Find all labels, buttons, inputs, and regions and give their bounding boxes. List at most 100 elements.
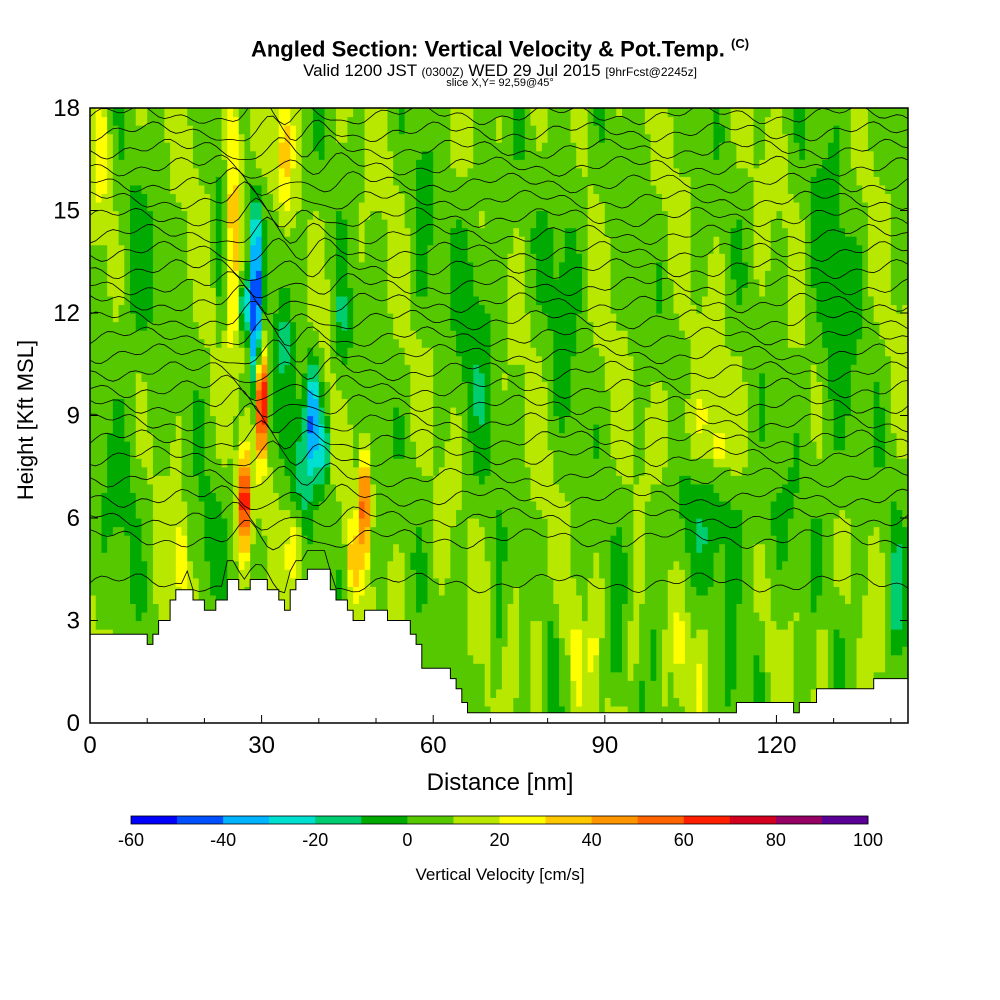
- velocity-cell: [404, 483, 411, 493]
- velocity-cell: [438, 483, 446, 493]
- velocity-cell: [261, 133, 268, 143]
- velocity-cell: [353, 125, 360, 135]
- velocity-cell: [187, 560, 194, 570]
- velocity-cell: [295, 270, 303, 280]
- velocity-cell: [227, 466, 234, 476]
- velocity-cell: [141, 287, 148, 297]
- velocity-cell: [404, 518, 411, 528]
- velocity-cell: [335, 236, 343, 246]
- velocity-cell: [427, 586, 434, 596]
- velocity-cell: [313, 347, 320, 357]
- velocity-cell: [124, 406, 131, 417]
- velocity-cell: [278, 381, 286, 391]
- velocity-cell: [278, 569, 286, 579]
- velocity-cell: [427, 526, 434, 536]
- velocity-cell: [387, 116, 394, 126]
- velocity-cell: [181, 441, 188, 451]
- velocity-cell: [444, 475, 451, 485]
- velocity-cell: [141, 381, 148, 391]
- velocity-cell: [416, 509, 423, 519]
- velocity-cell: [164, 415, 171, 425]
- velocity-cell: [433, 236, 440, 246]
- velocity-cell: [473, 406, 480, 417]
- velocity-cell: [478, 552, 486, 562]
- velocity-cell: [478, 389, 486, 400]
- velocity-cell: [101, 483, 108, 493]
- velocity-cell: [467, 500, 474, 511]
- velocity-cell: [433, 577, 440, 587]
- velocity-cell: [198, 389, 206, 400]
- velocity-cell: [370, 500, 377, 511]
- velocity-cell: [101, 210, 108, 220]
- velocity-cell: [95, 518, 103, 528]
- velocity-cell: [204, 535, 211, 545]
- velocity-cell: [147, 389, 154, 400]
- velocity-cell: [278, 227, 286, 237]
- velocity-cell: [118, 449, 125, 459]
- velocity-cell: [376, 125, 383, 135]
- velocity-cell: [398, 313, 406, 323]
- velocity-cell: [118, 381, 125, 391]
- velocity-cell: [135, 586, 143, 596]
- velocity-cell: [335, 526, 343, 536]
- velocity-cell: [478, 381, 486, 391]
- velocity-cell: [130, 364, 137, 374]
- velocity-cell: [95, 526, 103, 536]
- velocity-cell: [278, 424, 286, 434]
- velocity-cell: [90, 355, 97, 365]
- velocity-cell: [175, 261, 183, 271]
- velocity-cell: [444, 295, 451, 306]
- velocity-cell: [130, 261, 137, 271]
- velocity-cell: [261, 253, 268, 263]
- velocity-cell: [210, 603, 217, 613]
- velocity-cell: [107, 389, 114, 400]
- velocity-cell: [347, 424, 354, 434]
- velocity-cell: [284, 560, 291, 570]
- velocity-cell: [250, 321, 257, 331]
- velocity-cell: [107, 159, 114, 169]
- velocity-cell: [278, 449, 286, 459]
- velocity-cell: [358, 535, 366, 545]
- velocity-cell: [473, 338, 480, 348]
- velocity-cell: [410, 629, 417, 639]
- velocity-cell: [313, 381, 320, 391]
- velocity-cell: [387, 167, 394, 177]
- velocity-cell: [335, 116, 343, 126]
- velocity-cell: [456, 654, 463, 664]
- velocity-cell: [233, 125, 240, 135]
- velocity-cell: [221, 125, 228, 135]
- velocity-cell: [387, 586, 394, 596]
- velocity-cell: [313, 535, 320, 545]
- velocity-cell: [410, 594, 417, 605]
- velocity-cell: [444, 381, 451, 391]
- velocity-cell: [192, 321, 200, 331]
- velocity-cell: [250, 244, 257, 254]
- velocity-cell: [347, 227, 354, 237]
- velocity-cell: [376, 449, 383, 459]
- velocity-cell: [175, 338, 183, 348]
- velocity-cell: [404, 509, 411, 519]
- velocity-cell: [478, 116, 486, 126]
- velocity-cell: [347, 236, 354, 246]
- velocity-cell: [427, 159, 434, 169]
- velocity-cell: [444, 586, 451, 596]
- velocity-cell: [198, 313, 206, 323]
- velocity-cell: [107, 432, 114, 442]
- velocity-cell: [410, 526, 417, 536]
- velocity-cell: [147, 560, 154, 570]
- velocity-cell: [381, 381, 389, 391]
- velocity-cell: [330, 458, 337, 468]
- velocity-cell: [90, 321, 97, 331]
- velocity-cell: [255, 201, 263, 212]
- velocity-cell: [398, 594, 406, 605]
- velocity-cell: [307, 364, 314, 374]
- velocity-cell: [255, 176, 263, 186]
- velocity-cell: [467, 654, 474, 664]
- velocity-cell: [353, 330, 360, 340]
- velocity-cell: [255, 313, 263, 323]
- velocity-cell: [112, 611, 120, 622]
- velocity-cell: [473, 432, 480, 442]
- velocity-cell: [421, 535, 429, 545]
- velocity-cell: [284, 150, 291, 160]
- velocity-cell: [421, 347, 429, 357]
